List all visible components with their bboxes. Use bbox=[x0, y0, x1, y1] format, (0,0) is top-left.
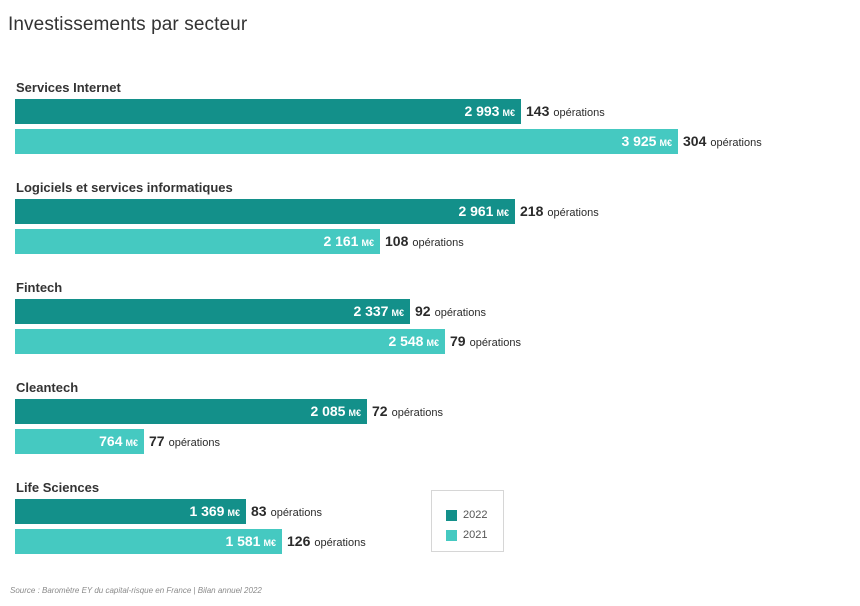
operations-label-fintech-2021: 79 opérations bbox=[450, 329, 521, 354]
bar-value-number: 2 161 bbox=[323, 233, 359, 249]
operations-suffix: opérations bbox=[270, 507, 322, 519]
bar-value-number: 2 085 bbox=[310, 403, 346, 419]
operations-suffix: opérations bbox=[469, 337, 521, 349]
operations-suffix: opérations bbox=[168, 437, 220, 449]
operations-label-logiciels-et-services-informatiques-2021: 108 opérations bbox=[385, 229, 464, 254]
legend-swatch-2022 bbox=[446, 509, 457, 521]
operations-count: 77 bbox=[149, 433, 165, 449]
bar-logiciels-et-services-informatiques-2021 bbox=[15, 229, 380, 254]
bar-value-label-fintech-2021: 2 548 M€ bbox=[15, 329, 439, 354]
operations-label-services-internet-2022: 143 opérations bbox=[526, 99, 605, 124]
bar-value-label-life-sciences-2022: 1 369 M€ bbox=[15, 499, 240, 524]
operations-suffix: opérations bbox=[553, 107, 605, 119]
bar-value-label-life-sciences-2021: 1 581 M€ bbox=[15, 529, 276, 554]
bar-value-number: 764 bbox=[99, 433, 123, 449]
bar-logiciels-et-services-informatiques-2022 bbox=[15, 199, 515, 224]
category-label-services-internet: Services Internet bbox=[16, 80, 121, 95]
bar-value-unit: M€ bbox=[426, 338, 439, 348]
chart-title: Investissements par secteur bbox=[8, 14, 248, 35]
bar-value-unit: M€ bbox=[391, 308, 404, 318]
bar-value-label-logiciels-et-services-informatiques-2022: 2 961 M€ bbox=[15, 199, 509, 224]
operations-suffix: opérations bbox=[314, 537, 366, 549]
bar-value-number: 3 925 bbox=[621, 133, 657, 149]
legend-label-2021: 2021 bbox=[463, 529, 488, 541]
bar-value-label-cleantech-2021: 764 M€ bbox=[15, 429, 138, 454]
bar-life-sciences-2022 bbox=[15, 499, 246, 524]
legend-item-2022: 2022 bbox=[446, 508, 487, 522]
operations-suffix: opérations bbox=[434, 307, 486, 319]
operations-count: 126 bbox=[287, 533, 311, 549]
operations-count: 143 bbox=[526, 103, 550, 119]
bar-value-label-logiciels-et-services-informatiques-2021: 2 161 M€ bbox=[15, 229, 374, 254]
operations-count: 72 bbox=[372, 403, 388, 419]
bar-value-label-fintech-2022: 2 337 M€ bbox=[15, 299, 404, 324]
operations-count: 83 bbox=[251, 503, 267, 519]
operations-count: 108 bbox=[385, 233, 409, 249]
category-label-life-sciences: Life Sciences bbox=[16, 480, 100, 495]
category-label-logiciels-et-services-informatiques: Logiciels et services informatiques bbox=[16, 180, 233, 195]
bar-services-internet-2021 bbox=[15, 129, 678, 154]
bar-services-internet-2022 bbox=[15, 99, 521, 124]
legend: 2022 2021 bbox=[431, 490, 504, 552]
operations-label-life-sciences-2021: 126 opérations bbox=[287, 529, 366, 554]
bar-value-unit: M€ bbox=[227, 508, 240, 518]
bar-value-unit: M€ bbox=[361, 238, 374, 248]
source-note: Source : Baromètre EY du capital-risque … bbox=[10, 586, 262, 595]
bar-value-number: 1 581 bbox=[225, 533, 261, 549]
operations-label-services-internet-2021: 304 opérations bbox=[683, 129, 762, 154]
operations-count: 79 bbox=[450, 333, 466, 349]
bar-value-label-cleantech-2022: 2 085 M€ bbox=[15, 399, 361, 424]
operations-count: 218 bbox=[520, 203, 544, 219]
bar-value-unit: M€ bbox=[659, 138, 672, 148]
operations-label-logiciels-et-services-informatiques-2022: 218 opérations bbox=[520, 199, 599, 224]
category-label-fintech: Fintech bbox=[16, 280, 63, 295]
operations-label-cleantech-2021: 77 opérations bbox=[149, 429, 220, 454]
operations-suffix: opérations bbox=[710, 137, 762, 149]
bar-value-number: 2 548 bbox=[388, 333, 424, 349]
operations-suffix: opérations bbox=[391, 407, 443, 419]
bar-value-unit: M€ bbox=[502, 108, 515, 118]
operations-label-cleantech-2022: 72 opérations bbox=[372, 399, 443, 424]
bar-value-label-services-internet-2022: 2 993 M€ bbox=[15, 99, 515, 124]
operations-suffix: opérations bbox=[547, 207, 599, 219]
bar-life-sciences-2021 bbox=[15, 529, 282, 554]
bar-value-number: 2 993 bbox=[464, 103, 500, 119]
operations-label-fintech-2022: 92 opérations bbox=[415, 299, 486, 324]
bar-fintech-2021 bbox=[15, 329, 445, 354]
bar-value-unit: M€ bbox=[263, 538, 276, 548]
legend-item-2021: 2021 bbox=[446, 528, 487, 542]
legend-label-2022: 2022 bbox=[463, 509, 488, 521]
bar-value-number: 1 369 bbox=[189, 503, 225, 519]
operations-label-life-sciences-2022: 83 opérations bbox=[251, 499, 322, 524]
category-label-cleantech: Cleantech bbox=[16, 380, 79, 395]
bar-value-number: 2 337 bbox=[353, 303, 389, 319]
operations-count: 92 bbox=[415, 303, 431, 319]
legend-swatch-2021 bbox=[446, 529, 457, 541]
bar-fintech-2022 bbox=[15, 299, 410, 324]
bar-value-number: 2 961 bbox=[458, 203, 494, 219]
bar-value-unit: M€ bbox=[348, 408, 361, 418]
bar-cleantech-2021 bbox=[15, 429, 144, 454]
bar-cleantech-2022 bbox=[15, 399, 367, 424]
operations-suffix: opérations bbox=[412, 237, 464, 249]
bar-value-unit: M€ bbox=[125, 438, 138, 448]
bar-value-unit: M€ bbox=[496, 208, 509, 218]
operations-count: 304 bbox=[683, 133, 707, 149]
bar-value-label-services-internet-2021: 3 925 M€ bbox=[15, 129, 672, 154]
